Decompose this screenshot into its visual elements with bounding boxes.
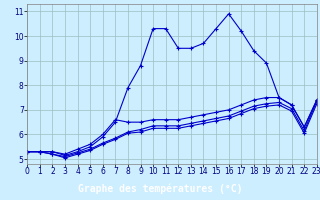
Text: Graphe des températures (°C): Graphe des températures (°C) — [78, 184, 242, 194]
